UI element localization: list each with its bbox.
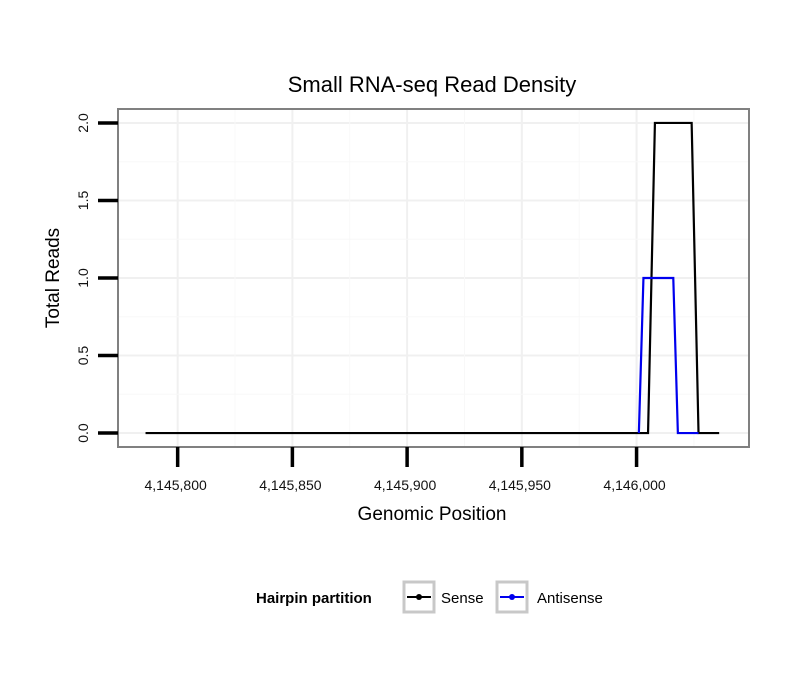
grid-lines: [118, 109, 749, 447]
y-tick-label: 0.0: [75, 423, 91, 443]
legend-item-antisense: Antisense: [495, 580, 603, 614]
legend-point-antisense: [509, 594, 515, 600]
series-line-antisense: [637, 276, 699, 435]
y-tick-label: 1.0: [75, 268, 91, 288]
x-tick-label: 4,145,800: [145, 477, 207, 493]
series-layer: [145, 121, 720, 435]
x-tick-label: 4,145,950: [489, 477, 551, 493]
x-tick-label: 4,146,000: [603, 477, 665, 493]
y-tick-label: 1.5: [75, 191, 91, 211]
y-tick-label: 0.5: [75, 346, 91, 366]
legend-point-sense: [416, 594, 422, 600]
y-axis-title: Total Reads: [43, 228, 64, 328]
x-tick-label: 4,145,850: [259, 477, 321, 493]
legend: Hairpin partition Sense Antisense: [256, 580, 603, 614]
x-axis: 4,145,800 4,145,850 4,145,900 4,145,950 4,14…: [145, 447, 666, 493]
x-tick-label: 4,145,900: [374, 477, 436, 493]
series-line-sense: [145, 121, 720, 435]
x-axis-title: Genomic Position: [358, 504, 507, 525]
legend-label-antisense: Antisense: [537, 590, 603, 607]
legend-label-sense: Sense: [441, 590, 484, 607]
y-axis: 0.0 0.5 1.0 1.5 2.0: [75, 113, 118, 443]
legend-item-sense: Sense: [402, 580, 484, 614]
chart-title: Small RNA-seq Read Density: [288, 72, 577, 97]
legend-title: Hairpin partition: [256, 590, 372, 607]
y-tick-label: 2.0: [75, 113, 91, 133]
